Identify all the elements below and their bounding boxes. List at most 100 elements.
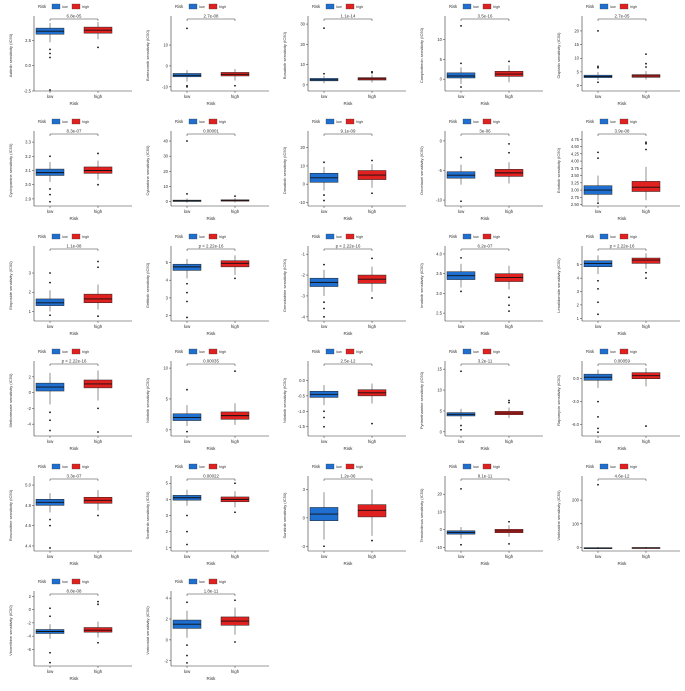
outlier-point (97, 600, 99, 603)
outlier-point (323, 410, 325, 413)
legend-swatch-low (51, 233, 61, 240)
y-tick-label: 40 (163, 139, 168, 144)
x-tick-label: high (231, 209, 240, 214)
x-tick-label: high (505, 209, 514, 214)
y-axis-label: Sunitinib sensitivity (IC50) (282, 492, 287, 539)
y-tick-label: 0 (440, 429, 443, 434)
x-axis-label: Risk (344, 216, 354, 221)
outlier-point (186, 661, 188, 664)
box-high (220, 69, 250, 87)
legend: Risk low high (449, 348, 500, 355)
y-tick-label: 4 (166, 497, 169, 502)
outlier-point (49, 200, 51, 203)
box-low (583, 151, 613, 205)
box-high (631, 53, 661, 80)
y-tick-label: 5 (440, 57, 443, 62)
y-tick-label: 2 (577, 302, 580, 307)
legend: Risk low high (175, 3, 226, 10)
x-tick-label: low (458, 324, 465, 329)
legend-label-low: low (199, 465, 205, 469)
outlier-point (645, 141, 647, 144)
x-tick-label: high (231, 669, 240, 674)
legend: Risk low high (449, 118, 500, 125)
y-tick-label: 3.00 (571, 188, 580, 193)
legend-swatch-high (619, 463, 629, 470)
pvalue-label: 1.1e-14 (341, 14, 356, 19)
y-tick-label: 20 (163, 169, 168, 174)
y-tick-label: 1 (577, 316, 580, 321)
outlier-point (460, 428, 462, 431)
y-tick-label: -4 (27, 634, 31, 639)
box-high (220, 255, 250, 280)
legend-swatch-low (599, 233, 609, 240)
outlier-point (508, 543, 510, 545)
outlier-point (49, 272, 51, 274)
outlier-point (97, 407, 99, 410)
outlier-point (186, 140, 188, 142)
y-tick-label: 3.3 (25, 140, 31, 145)
box-high (357, 383, 387, 425)
box-low (172, 258, 202, 319)
box-low (172, 489, 202, 546)
legend-label-high: high (493, 350, 500, 354)
outlier-point (645, 66, 647, 68)
x-tick-label: low (458, 94, 465, 99)
y-tick-label: 3 (166, 295, 169, 300)
pvalue-label: 4.6e-12 (615, 474, 630, 479)
x-tick-label: low (458, 439, 465, 444)
y-axis-label: Temsirolimus sensitivity (IC50) (419, 488, 424, 543)
x-axis-label: Risk (70, 331, 80, 336)
y-tick-label: 3.2 (25, 154, 31, 159)
legend-label-high: high (82, 235, 89, 239)
boxplot-svg: Risk low high -10 -5 0 Docetaxel sensitivity (… (419, 118, 543, 221)
y-axis-label: Dasatinib sensitivity (IC50) (282, 146, 287, 194)
outlier-point (186, 85, 188, 88)
x-tick-label: low (321, 324, 328, 329)
y-tick-label: 10 (163, 184, 168, 189)
legend-title: Risk (38, 234, 47, 239)
legend: Risk low high (586, 118, 637, 125)
x-tick-label: high (642, 554, 651, 559)
legend-swatch-high (482, 118, 492, 125)
y-tick-label: 3.25 (571, 180, 580, 185)
legend-swatch-low (325, 348, 335, 355)
x-tick-label: low (321, 209, 328, 214)
x-tick-label: high (505, 94, 514, 99)
legend-label-high: high (219, 580, 226, 584)
outlier-point (186, 27, 188, 30)
legend-swatch-high (208, 3, 218, 10)
y-axis-label: Camptothecin sensitivity (IC50) (419, 27, 424, 83)
y-tick-label: 0 (166, 199, 169, 204)
boxplot-panel: Risk low high -4 -3 -2 -1 Gemcitabine sensitivi… (274, 230, 411, 344)
box-low (583, 255, 613, 316)
legend-swatch-low (462, 233, 472, 240)
legend-swatch-high (619, 3, 629, 10)
legend: Risk low high (175, 348, 226, 355)
boxplot-svg: Risk low high 1 2 3 Etoposide sensitivity (IC5… (8, 233, 132, 336)
legend-label-low: low (473, 235, 479, 239)
outlier-point (186, 193, 188, 195)
y-tick-label: 3.5 (436, 271, 442, 276)
box-high (494, 265, 524, 313)
box-low (172, 140, 202, 203)
x-tick-label: low (184, 439, 191, 444)
x-axis-label: Risk (618, 446, 628, 451)
y-tick-label: 1 (166, 545, 169, 550)
y-tick-label: -4 (27, 422, 31, 427)
legend-label-high: high (82, 465, 89, 469)
outlier-point (49, 661, 51, 664)
box-low (446, 487, 476, 546)
y-tick-label: 0 (440, 138, 443, 143)
y-tick-label: 15 (574, 42, 579, 47)
boxplot-panel: Risk low high 0 5 10 Nilotinib sensitivity (IC… (137, 345, 274, 459)
x-tick-label: high (94, 324, 103, 329)
outlier-point (234, 370, 236, 373)
legend-title: Risk (586, 234, 595, 239)
boxplot-panel: Risk low high -3 0 3 Sunitinib sensitivity (IC… (274, 460, 411, 574)
legend-swatch-low (599, 463, 609, 470)
outlier-point (597, 65, 599, 68)
outlier-point (186, 644, 188, 647)
y-tick-label: 5 (166, 396, 169, 401)
y-axis-label: Erlotinib sensitivity (IC50) (556, 147, 561, 193)
outlier-point (323, 416, 325, 419)
